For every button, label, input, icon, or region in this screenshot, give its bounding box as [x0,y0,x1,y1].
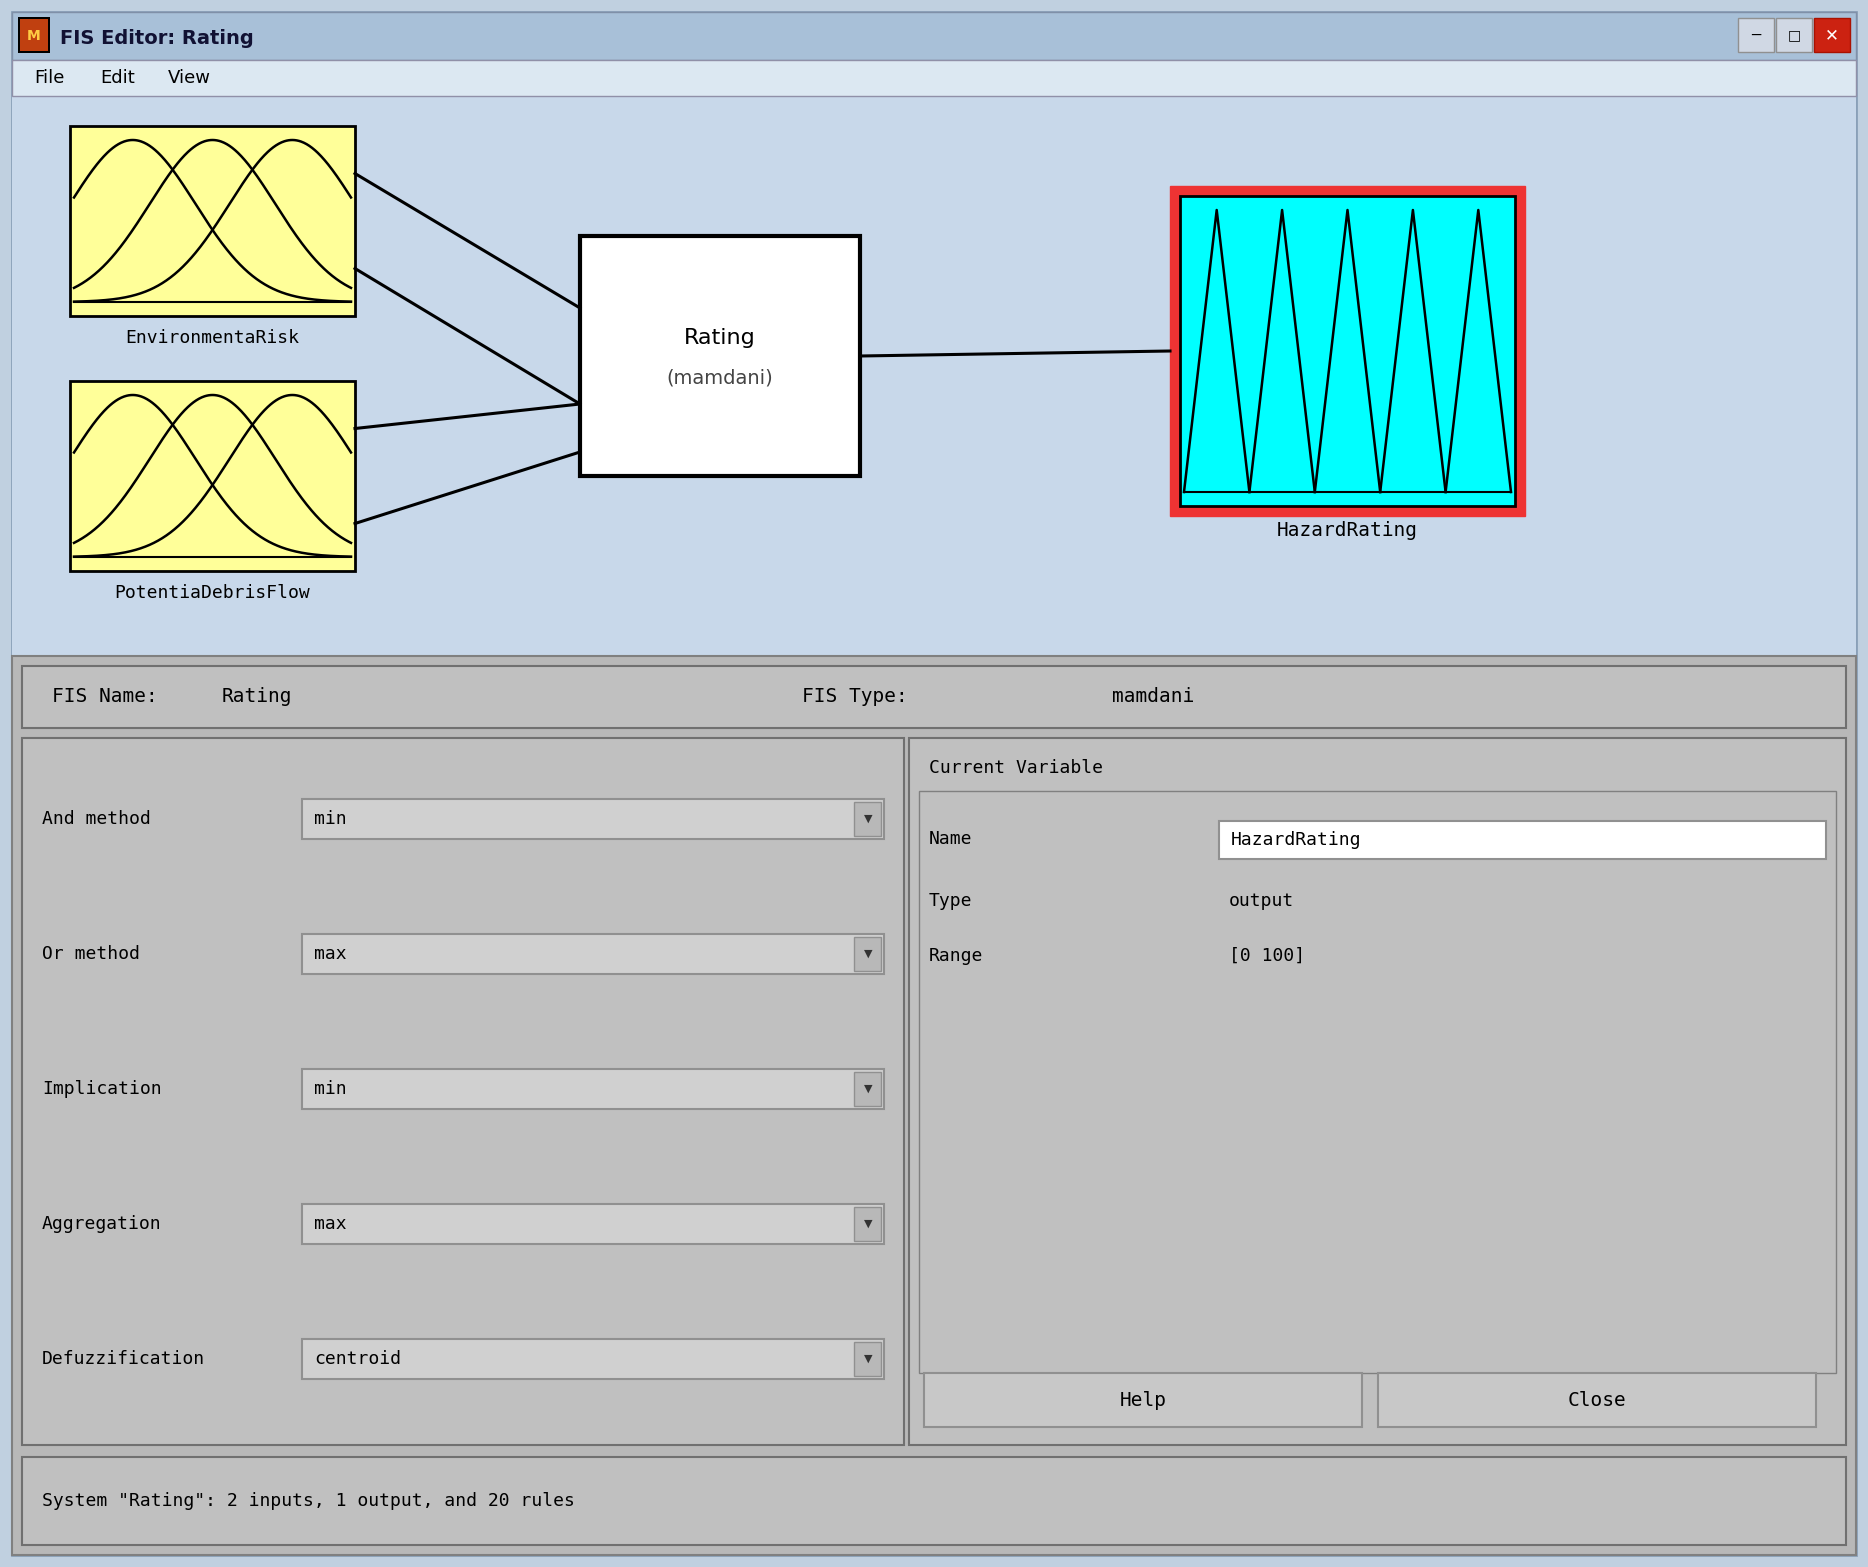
Bar [1220,821,1827,859]
Text: Or method: Or method [41,945,140,964]
Text: ▼: ▼ [863,1354,872,1363]
Bar [22,1457,1846,1545]
Text: Close: Close [1567,1390,1627,1409]
Bar [303,799,884,838]
Bar [1181,196,1515,506]
Text: centroid: centroid [314,1351,402,1368]
Text: Type: Type [928,892,973,910]
Bar [854,1072,882,1106]
Text: output: output [1229,892,1295,910]
Bar [854,1207,882,1241]
Bar [11,60,1857,96]
Text: Current Variable: Current Variable [928,758,1102,777]
Bar [69,125,355,317]
Text: (mamdani): (mamdani) [667,368,773,387]
Text: ─: ─ [1752,28,1760,42]
Bar [303,1338,884,1379]
Text: FIS Editor: Rating: FIS Editor: Rating [60,30,254,49]
Bar [1737,17,1775,52]
Bar [910,738,1846,1445]
Bar [854,937,882,972]
Text: HazardRating: HazardRating [1276,520,1418,539]
Bar [303,1069,884,1109]
Bar [919,791,1836,1373]
Text: And method: And method [41,810,151,827]
Bar [1379,1373,1816,1428]
Bar [925,1373,1362,1428]
Bar [21,19,49,52]
Text: HazardRating: HazardRating [1231,831,1362,849]
Text: □: □ [1788,28,1801,42]
Text: mamdani: mamdani [1111,688,1194,707]
Bar [11,96,1857,657]
Bar [11,657,1857,1554]
Text: System "Rating": 2 inputs, 1 output, and 20 rules: System "Rating": 2 inputs, 1 output, and… [41,1492,575,1511]
Bar [579,237,859,476]
Text: Name: Name [928,831,973,848]
Text: ▼: ▼ [863,950,872,959]
Bar [1814,17,1849,52]
Text: Rating: Rating [222,688,293,707]
Text: FIS Type:: FIS Type: [801,688,908,707]
Bar [22,738,904,1445]
Text: max: max [314,945,347,964]
Bar [19,17,50,53]
Text: Edit: Edit [101,69,134,88]
Text: EnvironmentaRisk: EnvironmentaRisk [125,329,299,346]
Text: PotentiaDebrisFlow: PotentiaDebrisFlow [114,584,310,602]
Bar [1776,17,1812,52]
Text: max: max [314,1214,347,1233]
Text: ▼: ▼ [863,813,872,824]
Text: ✕: ✕ [1825,27,1838,44]
Bar [303,1203,884,1244]
Bar [1169,186,1524,516]
Bar [854,1341,882,1376]
Text: View: View [168,69,211,88]
Text: min: min [314,810,347,827]
Text: Implication: Implication [41,1080,163,1098]
Text: Range: Range [928,946,983,965]
Text: File: File [34,69,64,88]
Text: M: M [28,30,41,42]
Bar [854,802,882,837]
Text: min: min [314,1080,347,1098]
Text: [0 100]: [0 100] [1229,946,1306,965]
Bar [22,666,1846,729]
Text: Help: Help [1119,1390,1166,1409]
Text: ▼: ▼ [863,1084,872,1094]
Text: Aggregation: Aggregation [41,1214,163,1233]
Text: Rating: Rating [684,328,757,348]
Text: FIS Name:: FIS Name: [52,688,157,707]
Text: Defuzzification: Defuzzification [41,1351,205,1368]
Bar [69,381,355,570]
Bar [303,934,884,975]
Bar [11,13,1857,60]
Text: ▼: ▼ [863,1219,872,1229]
